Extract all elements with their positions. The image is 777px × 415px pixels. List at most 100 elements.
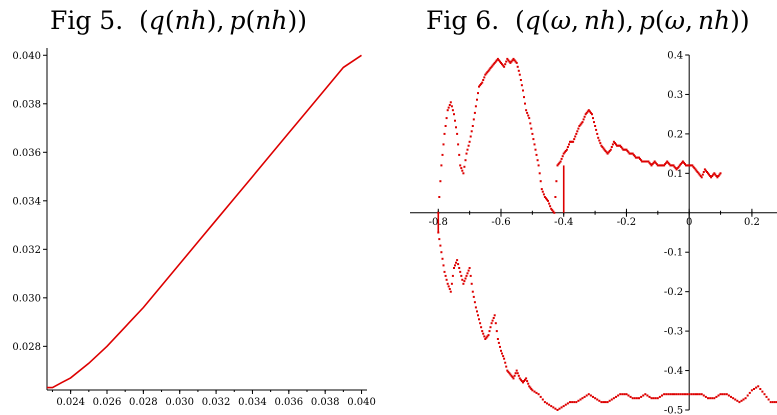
fig6-point xyxy=(583,115,586,118)
fig6-point xyxy=(587,109,590,112)
fig6-point xyxy=(577,399,580,402)
fig6-point xyxy=(581,121,584,124)
fig6-point xyxy=(503,65,506,68)
fig6-point xyxy=(632,153,635,156)
fig6-point xyxy=(639,157,641,160)
fig6-point xyxy=(681,160,684,163)
fig6-point xyxy=(562,405,565,408)
fig6-point xyxy=(539,395,542,398)
fig6-point xyxy=(710,176,713,179)
fig6-point xyxy=(454,264,456,267)
fig6-point xyxy=(621,393,624,396)
fig6-point xyxy=(473,111,476,114)
fig6-point xyxy=(495,330,498,333)
fig6-point xyxy=(711,397,714,400)
fig6-point xyxy=(459,164,462,167)
fig6-point xyxy=(448,288,451,290)
fig6-point xyxy=(765,395,768,398)
fig6-point xyxy=(717,175,720,177)
fig6-point xyxy=(457,143,460,146)
fig6-point xyxy=(460,274,463,277)
fig6-point xyxy=(560,406,563,409)
fig6-point xyxy=(569,401,571,404)
fig6-point xyxy=(479,84,482,87)
fig6-point xyxy=(640,395,643,398)
fig6-point xyxy=(562,152,565,155)
fig6-point xyxy=(601,146,604,148)
fig6-point xyxy=(606,152,609,155)
fig5-x-tick-label: 0.032 xyxy=(202,397,231,408)
fig6-point xyxy=(667,161,670,164)
fig6-point xyxy=(568,143,570,146)
fig6-point xyxy=(526,380,529,383)
fig6-point xyxy=(662,164,664,167)
fig6-point xyxy=(560,157,563,160)
fig6-point xyxy=(490,322,493,325)
fig6-point xyxy=(556,164,559,167)
fig6-point xyxy=(586,110,589,113)
fig6-point xyxy=(697,172,700,175)
fig6-y-tick-label: 0.4 xyxy=(667,51,683,62)
fig6-point xyxy=(709,397,712,400)
fig6-point xyxy=(528,117,531,120)
fig6-point xyxy=(624,148,627,151)
fig6-point xyxy=(656,397,659,400)
fig6-point xyxy=(520,380,523,383)
fig6-point xyxy=(472,118,475,121)
fig6-point xyxy=(486,335,489,338)
fig6-point xyxy=(543,401,546,404)
fig6-point xyxy=(537,393,540,396)
fig6-point xyxy=(671,164,674,167)
fig6-point xyxy=(668,163,671,166)
fig6-point xyxy=(618,144,621,147)
fig6-point xyxy=(679,393,682,396)
fig6-point xyxy=(694,168,697,171)
fig6-point xyxy=(630,152,633,155)
fig6-point xyxy=(456,132,459,135)
fig6-point xyxy=(587,393,590,396)
fig6-point xyxy=(627,151,630,154)
fig6-point xyxy=(623,393,626,396)
fig6-point xyxy=(564,150,567,152)
fig6-point xyxy=(596,132,599,135)
fig6-point xyxy=(597,136,600,139)
fig6-point xyxy=(612,397,615,400)
fig6-point xyxy=(646,160,649,163)
fig6-point xyxy=(576,130,579,133)
fig6-point xyxy=(721,393,724,396)
fig6-point xyxy=(444,274,447,277)
fig6-point xyxy=(546,402,548,405)
fig6-point xyxy=(494,322,497,325)
fig6-point xyxy=(714,173,717,176)
fig6-point xyxy=(761,390,764,393)
fig6-point xyxy=(502,355,505,358)
fig6-point xyxy=(519,79,522,81)
fig6-point xyxy=(730,395,732,398)
fig6-point xyxy=(439,180,442,183)
fig6-point xyxy=(525,377,528,380)
fig6-point xyxy=(702,171,705,173)
fig6-point xyxy=(684,163,686,166)
fig6-point xyxy=(528,385,531,388)
fig6-point xyxy=(482,79,485,81)
fig5-y-tick-label: 0.030 xyxy=(12,293,41,304)
fig6-point xyxy=(581,397,584,400)
fig6-point xyxy=(522,89,524,92)
fig6-point xyxy=(742,398,745,401)
fig6-point xyxy=(625,148,628,151)
fig6-point xyxy=(689,164,692,167)
fig6-point xyxy=(522,381,524,384)
fig6-point xyxy=(462,282,465,285)
fig6-point xyxy=(617,394,620,397)
fig6-point xyxy=(441,257,444,260)
fig6-point xyxy=(635,397,638,400)
fig6-point xyxy=(512,57,515,60)
fig6-point xyxy=(600,401,603,404)
fig6-point xyxy=(467,144,470,147)
fig6-point xyxy=(487,69,490,72)
fig6-point xyxy=(551,209,554,212)
fig6-point xyxy=(463,165,466,168)
fig6-point xyxy=(532,138,535,141)
fig6-point xyxy=(612,140,615,143)
